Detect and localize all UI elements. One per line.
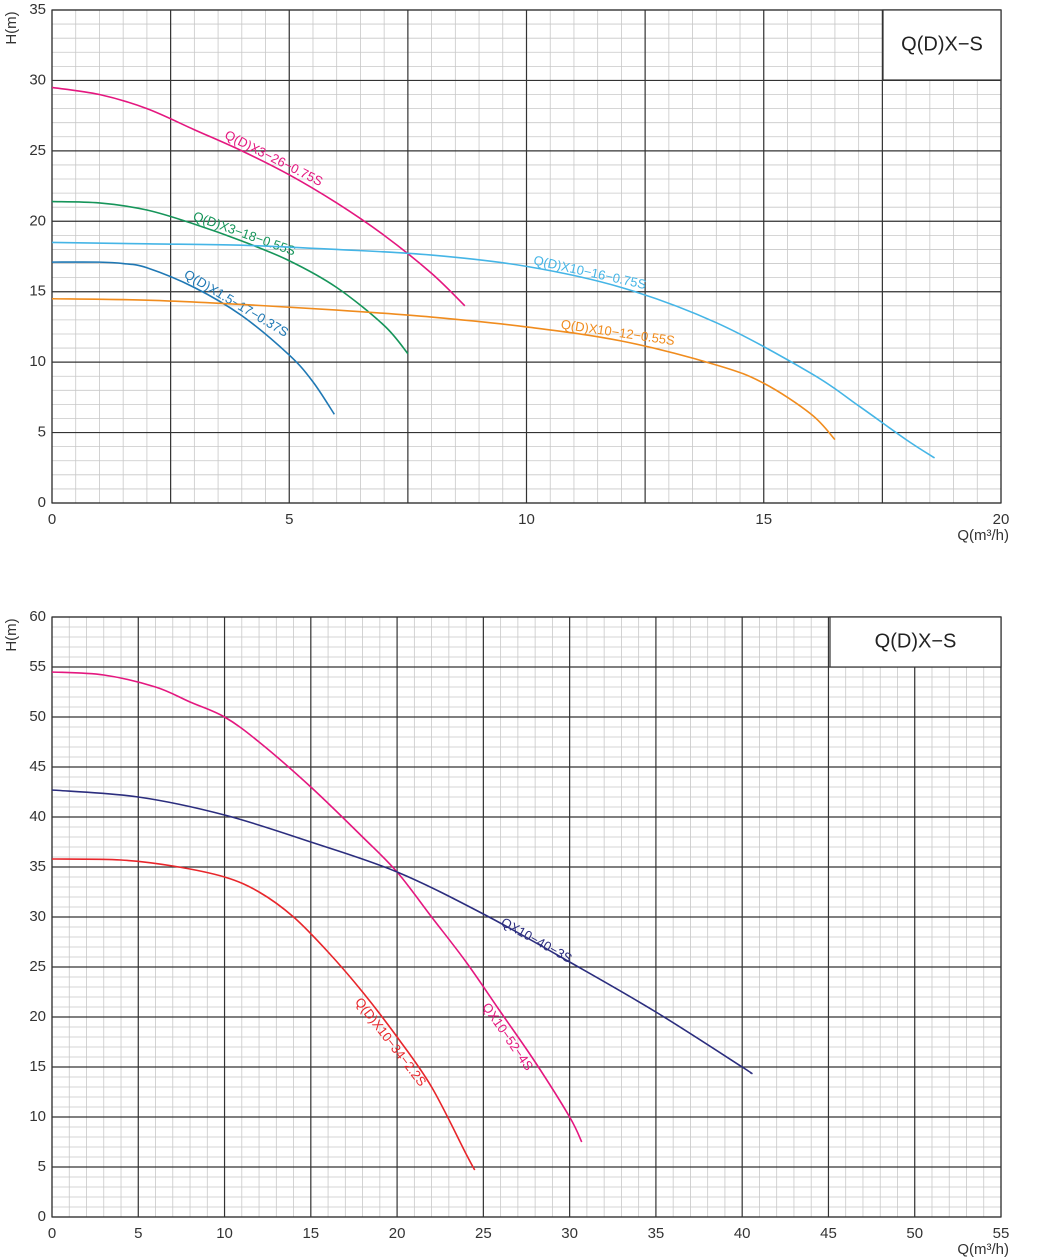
x-tick-label: 15 (302, 1225, 319, 1242)
chart-title: Q(D)X−S (875, 630, 957, 652)
y-tick-label: 15 (29, 1058, 46, 1075)
y-tick-label: 35 (29, 858, 46, 875)
x-tick-label: 5 (134, 1225, 142, 1242)
curve-label: Q(D)X3−18−0.55S (191, 208, 298, 258)
pump-curve (51, 261, 335, 415)
y-tick-label: 15 (29, 283, 46, 300)
pump-curve (51, 200, 409, 355)
y-tick-label: 25 (29, 958, 46, 975)
curve-label: Q(D)X10−16−0.75S (532, 252, 648, 292)
x-tick-label: 40 (734, 1225, 751, 1242)
y-tick-label: 30 (29, 71, 46, 88)
plot-border (51, 616, 1002, 1218)
y-tick-label: 45 (29, 758, 46, 775)
x-tick-label: 10 (518, 511, 535, 528)
y-tick-label: 60 (29, 608, 46, 625)
x-axis-label: Q(m³/h) (957, 527, 1009, 544)
y-axis-label: H(m) (3, 11, 20, 44)
pump-curve (51, 671, 583, 1143)
x-tick-label: 0 (48, 1225, 56, 1242)
y-tick-label: 20 (29, 212, 46, 229)
x-tick-label: 5 (285, 511, 293, 528)
y-tick-label: 10 (29, 1108, 46, 1125)
curve-label: Q(D)X10−34−2.2S (352, 995, 430, 1090)
pump-curve (51, 86, 466, 307)
y-tick-label: 25 (29, 142, 46, 159)
x-tick-label: 30 (561, 1225, 578, 1242)
x-tick-label: 35 (648, 1225, 665, 1242)
x-tick-label: 45 (820, 1225, 837, 1242)
y-tick-label: 5 (38, 424, 46, 441)
y-tick-label: 30 (29, 908, 46, 925)
y-tick-label: 40 (29, 808, 46, 825)
y-tick-label: 35 (29, 1, 46, 18)
x-tick-label: 25 (475, 1225, 492, 1242)
model-badge (829, 616, 1002, 668)
x-axis-label: Q(m³/h) (957, 1241, 1009, 1258)
pump-curve (51, 241, 936, 459)
pump-curve (51, 858, 476, 1171)
x-tick-label: 15 (755, 511, 772, 528)
y-tick-label: 0 (38, 494, 46, 511)
x-tick-label: 50 (906, 1225, 923, 1242)
x-tick-label: 20 (993, 511, 1010, 528)
y-tick-label: 0 (38, 1208, 46, 1225)
y-tick-label: 55 (29, 658, 46, 675)
plot-border (51, 9, 1002, 504)
y-tick-label: 50 (29, 708, 46, 725)
x-tick-label: 55 (993, 1225, 1010, 1242)
chart-title: Q(D)X−S (901, 33, 983, 55)
y-axis-label: H(m) (3, 618, 20, 651)
y-tick-label: 20 (29, 1008, 46, 1025)
y-tick-label: 5 (38, 1158, 46, 1175)
x-tick-label: 20 (389, 1225, 406, 1242)
x-tick-label: 0 (48, 511, 56, 528)
x-tick-label: 10 (216, 1225, 233, 1242)
y-tick-label: 10 (29, 353, 46, 370)
pump-curve (51, 297, 836, 441)
curve-label: QX10−40−3S (499, 914, 575, 966)
pump-curve (51, 789, 753, 1075)
model-badge (882, 9, 1002, 81)
curve-label: Q(D)X10−12−0.55S (560, 316, 676, 348)
